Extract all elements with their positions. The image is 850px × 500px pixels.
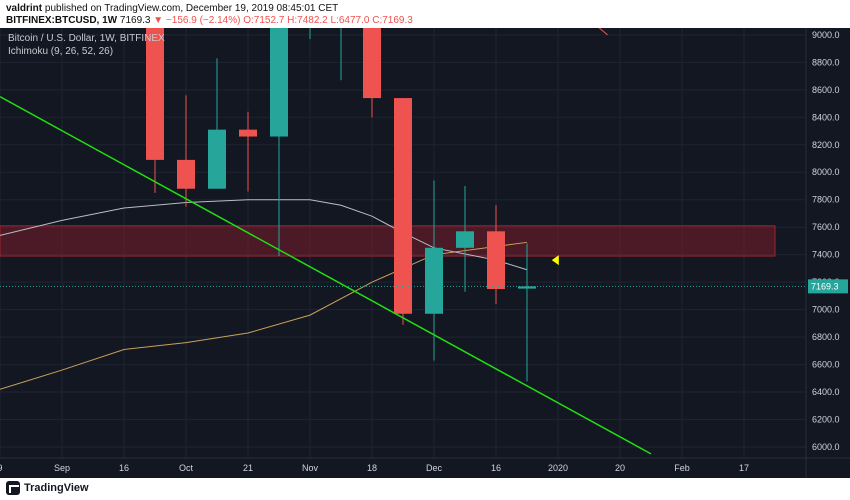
price-value: 7169.3	[119, 15, 151, 26]
y-tick-label: 8400.0	[812, 112, 840, 122]
y-tick-label: 6000.0	[812, 442, 840, 452]
y-tick-label: 8800.0	[812, 57, 840, 67]
y-tick-label: 8200.0	[812, 140, 840, 150]
candle-body[interactable]	[487, 231, 505, 290]
x-tick-label: 17	[739, 463, 749, 473]
publish-info: valdrint published on TradingView.com, D…	[6, 3, 338, 14]
resistance-zone	[0, 225, 776, 257]
y-tick-label: 8600.0	[812, 85, 840, 95]
x-tick-label: Oct	[179, 463, 194, 473]
x-tick-label: 9	[0, 463, 3, 473]
candle-body[interactable]	[518, 286, 536, 289]
y-tick-label: 7800.0	[812, 195, 840, 205]
x-tick-label: 16	[491, 463, 501, 473]
x-tick-label: Dec	[426, 463, 443, 473]
candle-body[interactable]	[363, 21, 381, 99]
ohlc-values: O:7152.7 H:7482.2 L:6477.0 C:7169.3	[243, 15, 413, 26]
footer-bar: TradingView	[0, 478, 850, 500]
x-tick-label: Nov	[302, 463, 319, 473]
descending-trendline[interactable]	[0, 96, 652, 455]
y-tick-label: 8000.0	[812, 167, 840, 177]
price-change: ▼ −156.9 (−2.14%)	[153, 15, 241, 26]
candle-body[interactable]	[425, 247, 443, 314]
author-name[interactable]: valdrint	[6, 3, 43, 14]
y-tick-label: 9000.0	[812, 30, 840, 40]
candle-body[interactable]	[394, 98, 412, 314]
candle-body[interactable]	[208, 129, 226, 189]
candle-body[interactable]	[177, 159, 195, 189]
x-tick-label: Sep	[54, 463, 70, 473]
brand-label: TradingView	[24, 482, 89, 494]
y-tick-label: 7400.0	[812, 250, 840, 260]
y-tick-label: 7600.0	[812, 222, 840, 232]
price-chart[interactable]: 6000.06200.06400.06600.06800.07000.07200…	[0, 0, 850, 478]
legend-title: Bitcoin / U.S. Dollar, 1W, BITFINEX	[8, 33, 165, 44]
y-tick-label: 6800.0	[812, 332, 840, 342]
x-tick-label: 16	[119, 463, 129, 473]
legend-indicator[interactable]: Ichimoku (9, 26, 52, 26)	[8, 46, 114, 57]
x-tick-label: 20	[615, 463, 625, 473]
y-tick-label: 6600.0	[812, 360, 840, 370]
tradingview-logo[interactable]: TradingView	[6, 481, 89, 495]
symbol-quote: BITFINEX:BTCUSD, 1W 7169.3 ▼ −156.9 (−2.…	[6, 15, 413, 26]
symbol-label: BITFINEX:BTCUSD, 1W	[6, 15, 118, 26]
y-tick-label: 6200.0	[812, 415, 840, 425]
candle-body[interactable]	[146, 21, 164, 160]
candle-body[interactable]	[456, 231, 474, 248]
x-tick-label: 21	[243, 463, 253, 473]
y-tick-label: 7000.0	[812, 305, 840, 315]
ichimoku-span-line	[598, 28, 608, 36]
yellow-arrow-marker	[551, 255, 559, 266]
published-text: published on TradingView.com, December 1…	[44, 3, 339, 14]
last-price-label: 7169.3	[811, 281, 839, 291]
tradingview-logo-icon	[6, 481, 20, 495]
x-tick-label: Feb	[674, 463, 690, 473]
candle-body[interactable]	[239, 129, 257, 137]
candle-body[interactable]	[270, 21, 288, 137]
last-price-badge	[808, 279, 848, 294]
ichimoku-baseline	[0, 241, 528, 390]
candle-body[interactable]	[301, 21, 319, 23]
candle-body[interactable]	[332, 21, 350, 23]
chart-legend: Bitcoin / U.S. Dollar, 1W, BITFINEX Ichi…	[8, 32, 165, 58]
x-tick-label: 18	[367, 463, 377, 473]
publish-header: valdrint published on TradingView.com, D…	[0, 0, 850, 28]
x-tick-label: 2020	[548, 463, 568, 473]
y-tick-label: 6400.0	[812, 387, 840, 397]
ichimoku-conversion-line	[0, 199, 528, 271]
